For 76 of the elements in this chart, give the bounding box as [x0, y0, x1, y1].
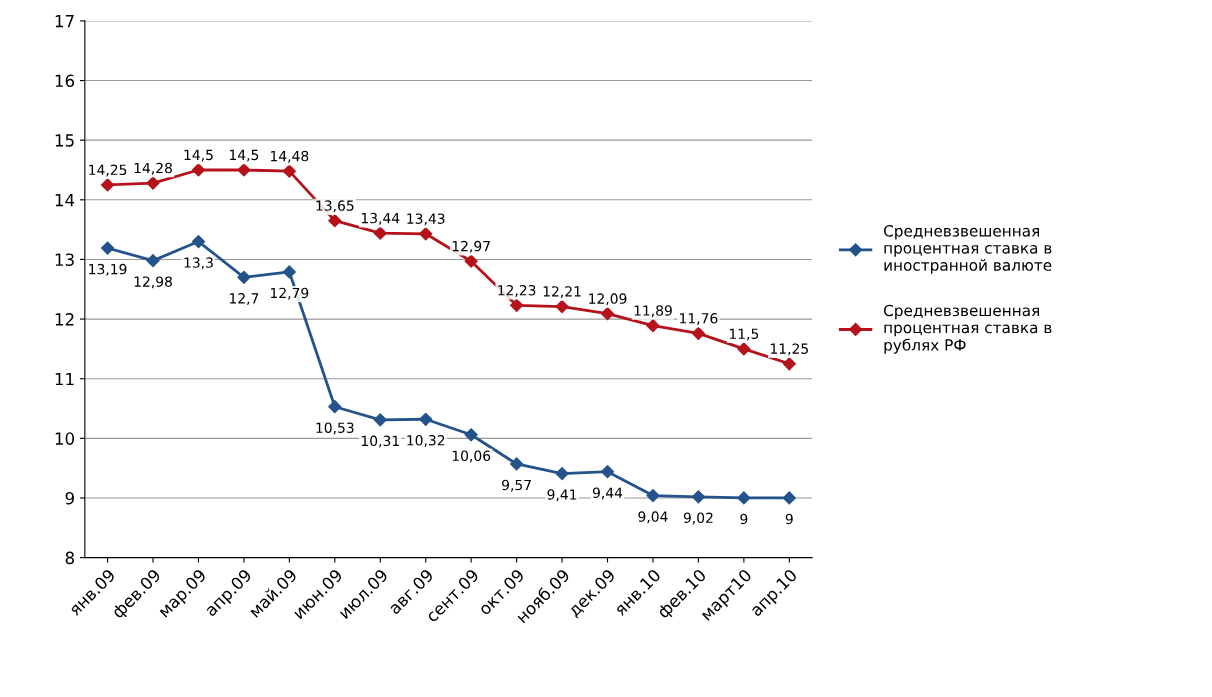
data-label: 13,3 — [184, 257, 213, 270]
point — [419, 412, 433, 426]
data-label: 14,48 — [271, 150, 309, 163]
y-tick-label: 17 — [55, 15, 74, 28]
data-label: 12,23 — [498, 284, 536, 297]
point — [237, 163, 251, 177]
data-label: 12,97 — [452, 240, 490, 253]
data-label: 12,98 — [134, 276, 172, 289]
point — [328, 400, 342, 414]
data-label: 9,41 — [547, 489, 577, 502]
legend-label: Средневзвешенная процентная ставка в иностранной валюте — [883, 225, 1052, 274]
y-tick-label: 13 — [55, 253, 74, 267]
point — [600, 465, 615, 479]
data-label: 11,5 — [729, 328, 759, 341]
y-tick-label: 8 — [65, 551, 74, 565]
point — [555, 466, 569, 481]
data-label: 9 — [740, 513, 748, 525]
point — [737, 491, 751, 505]
point — [737, 342, 751, 356]
y-tick-label: 12 — [55, 313, 74, 326]
legend-label: Средневзвешенная процентная ставка в рублях РФ — [883, 304, 1052, 354]
point — [555, 299, 569, 314]
data-label: 10,32 — [407, 435, 445, 447]
data-label: 11,25 — [770, 343, 808, 356]
data-label: 14,5 — [229, 149, 259, 162]
y-tick-label: 10 — [55, 432, 75, 445]
point — [373, 226, 387, 240]
y-tick-label: 16 — [55, 74, 75, 88]
point — [282, 164, 296, 178]
data-label: 13,43 — [407, 213, 445, 226]
data-label: 10,53 — [316, 422, 354, 435]
data-label: 9,04 — [638, 511, 668, 524]
point — [100, 241, 115, 255]
data-label: 9,57 — [502, 479, 531, 492]
point — [373, 413, 387, 427]
data-label: 9 — [785, 513, 793, 525]
data-label: 10,31 — [361, 435, 399, 448]
point — [510, 298, 524, 312]
data-label: 13,19 — [89, 263, 127, 276]
point — [191, 234, 206, 249]
point — [237, 270, 251, 284]
point — [782, 491, 796, 505]
data-label: 12,21 — [543, 286, 581, 299]
point — [464, 254, 478, 268]
data-label: 14,28 — [134, 162, 172, 175]
y-tick-label: 9 — [65, 491, 74, 505]
data-label: 10,06 — [452, 450, 491, 463]
y-tick-label: 15 — [55, 134, 74, 147]
point — [146, 176, 160, 190]
point — [646, 319, 660, 333]
point — [600, 307, 615, 321]
data-label: 9,02 — [683, 512, 713, 525]
data-label: 13,65 — [316, 200, 354, 213]
point — [691, 490, 706, 504]
point — [282, 265, 296, 279]
point — [191, 163, 206, 177]
point — [146, 254, 160, 268]
point — [328, 214, 342, 228]
data-label: 12,09 — [589, 293, 627, 306]
y-tick-label: 14 — [55, 193, 75, 207]
point — [691, 326, 706, 340]
point — [646, 488, 660, 503]
point — [464, 428, 478, 442]
data-label: 11,76 — [680, 313, 718, 325]
data-label: 13,44 — [361, 212, 400, 225]
data-label: 14,5 — [184, 149, 213, 162]
data-label: 9,44 — [592, 487, 623, 500]
data-label: 12,79 — [271, 287, 309, 300]
point — [100, 178, 115, 192]
data-label: 11,89 — [634, 305, 672, 318]
point — [419, 227, 433, 241]
y-tick-label: 11 — [55, 372, 74, 386]
data-label: 14,25 — [89, 164, 127, 177]
point — [782, 357, 796, 371]
point — [510, 457, 524, 471]
data-label: 12,7 — [229, 293, 259, 305]
